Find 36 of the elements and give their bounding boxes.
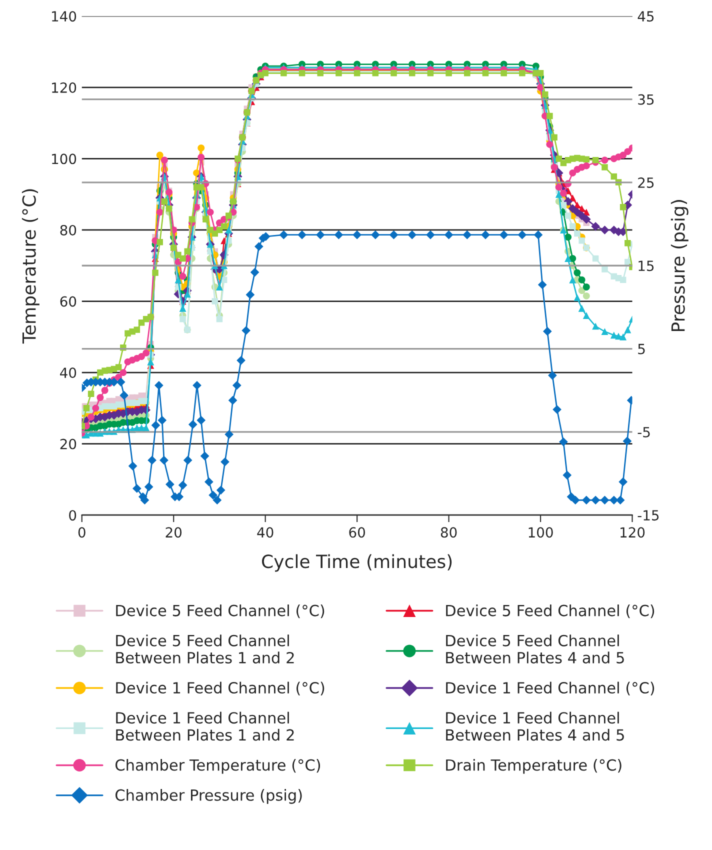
x-axis-title: Cycle Time (minutes) bbox=[262, 554, 452, 572]
y-tick-label: 60 bbox=[60, 296, 76, 307]
legend-label: Chamber Temperature (°C) bbox=[116, 758, 320, 774]
legend-label: Device 1 Feed Channel Between Plates 4 and 5 bbox=[446, 712, 624, 741]
x-tick-label: 20 bbox=[166, 527, 182, 538]
y2-tick-label: 25 bbox=[638, 177, 654, 188]
x-tick-label: 0 bbox=[78, 527, 86, 538]
x-tick-label: 40 bbox=[257, 527, 274, 538]
legend-label: Device 5 Feed Channel (°C) bbox=[446, 604, 654, 618]
y-tick-label: 40 bbox=[60, 368, 76, 378]
legend-label: Device 1 Feed Channel Between Plates 1 and 2 bbox=[116, 712, 294, 741]
y-tick-label: 140 bbox=[52, 11, 76, 22]
y-tick-label: 120 bbox=[52, 82, 76, 93]
y-tick-label: 0 bbox=[69, 510, 76, 521]
legend-label: Device 1 Feed Channel (°C) bbox=[446, 682, 654, 696]
y2-axis-title: Pressure (psig) bbox=[670, 200, 688, 331]
legend-label: Device 5 Feed Channel (°C) bbox=[116, 604, 324, 618]
y2-tick-label: -15 bbox=[638, 510, 659, 521]
x-tick-label: 80 bbox=[440, 527, 457, 538]
y2-tick-label: -5 bbox=[638, 427, 650, 438]
y2-tick-label: 45 bbox=[638, 11, 654, 22]
x-tick-label: 60 bbox=[349, 527, 365, 538]
y-tick-label: 20 bbox=[60, 438, 76, 450]
y-axis-title: Temperature (°C) bbox=[22, 189, 40, 344]
x-tick-label: 100 bbox=[528, 527, 553, 538]
x-tick-label: 120 bbox=[620, 527, 645, 538]
legend-label: Device 1 Feed Channel (°C) bbox=[116, 682, 324, 696]
y2-tick-label: 15 bbox=[638, 260, 654, 272]
legend-label: Drain Temperature (°C) bbox=[446, 758, 622, 774]
y2-tick-label: 5 bbox=[638, 344, 645, 354]
legend-label: Device 5 Feed Channel Between Plates 1 and 2 bbox=[116, 634, 294, 664]
legend-label: Device 5 Feed Channel Between Plates 4 and 5 bbox=[446, 634, 624, 664]
y-tick-label: 100 bbox=[52, 154, 76, 164]
legend-label: Chamber Pressure (psig) bbox=[116, 789, 302, 804]
y2-tick-label: 35 bbox=[638, 94, 654, 105]
y-tick-label: 80 bbox=[60, 224, 76, 236]
